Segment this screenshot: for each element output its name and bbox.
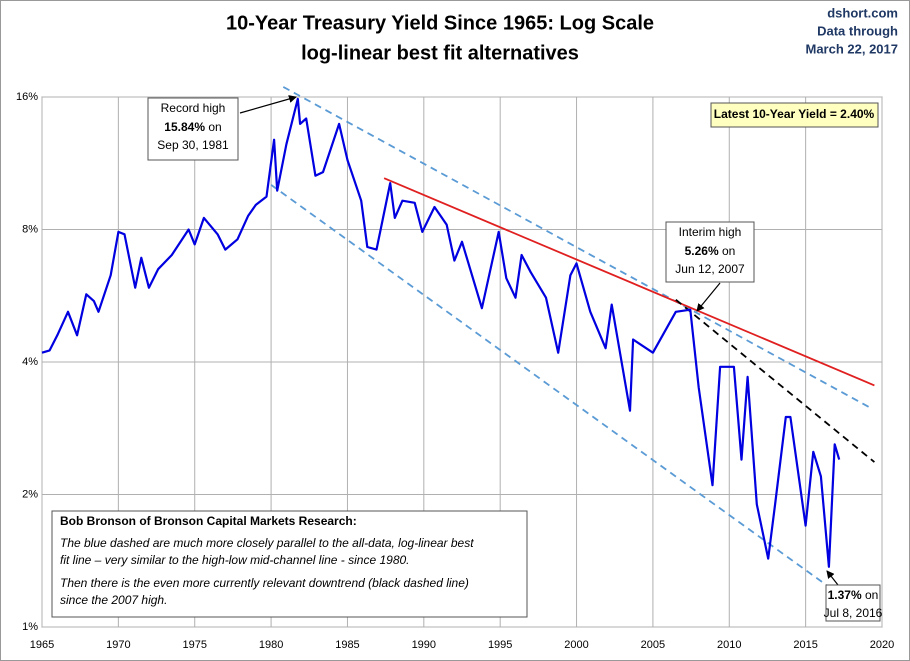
- x-tick-label: 2020: [870, 639, 894, 651]
- annotation-arrow: [826, 570, 839, 586]
- latest-label: Latest 10-Year Yield = 2.40%: [714, 107, 875, 121]
- annotation-box: [825, 584, 881, 622]
- y-tick-label: 8%: [22, 223, 38, 235]
- x-tick-label: 2015: [793, 639, 817, 651]
- chart-subtitle: log-linear best fit alternatives: [301, 42, 579, 64]
- latest-box: [710, 102, 879, 128]
- x-tick-label: 2000: [564, 639, 588, 651]
- trend-line: [282, 86, 872, 410]
- trend-line: [675, 299, 875, 463]
- annotation-box: [665, 221, 755, 283]
- source: March 22, 2017: [805, 41, 898, 56]
- source: Data through: [817, 23, 898, 38]
- annotation-text: Record high: [161, 101, 226, 115]
- source: dshort.com: [827, 5, 898, 20]
- annotation-text: 5.26% on: [685, 244, 736, 258]
- y-tick-label: 1%: [22, 621, 38, 633]
- annotation-arrow: [696, 282, 721, 312]
- note-heading: Bob Bronson of Bronson Capital Markets R…: [60, 514, 357, 528]
- y-tick-label: 2%: [22, 488, 38, 500]
- data-line: [41, 97, 841, 568]
- y-tick-label: 4%: [22, 356, 38, 368]
- annotation-text: on: [722, 244, 735, 258]
- annotation-text: 1.37% on: [828, 588, 879, 602]
- annotation-text: Jun 12, 2007: [675, 262, 745, 276]
- annotation-box: [147, 97, 239, 161]
- annotation-arrow: [239, 95, 297, 114]
- x-tick-label: 1975: [182, 639, 206, 651]
- x-tick-label: 1970: [106, 639, 130, 651]
- y-tick-label: 16%: [16, 91, 38, 103]
- annotation-text: on: [208, 120, 221, 134]
- x-tick-label: 2005: [641, 639, 665, 651]
- annotation-text: Jul 8, 2016: [824, 606, 883, 620]
- annotation-text: Sep 30, 1981: [157, 138, 229, 152]
- note-text: since the 2007 high.: [60, 593, 167, 607]
- note-text: Then there is the even more currently re…: [60, 576, 469, 590]
- x-tick-label: 1980: [259, 639, 283, 651]
- annotation-text: 15.84% on: [164, 120, 221, 134]
- annotation-text: Interim high: [679, 225, 742, 239]
- note-text: The blue dashed are much more closely pa…: [60, 536, 474, 550]
- chart-title: 10-Year Treasury Yield Since 1965: Log S…: [226, 12, 654, 34]
- x-tick-label: 1990: [412, 639, 436, 651]
- x-tick-label: 1985: [335, 639, 359, 651]
- x-tick-label: 1965: [30, 639, 54, 651]
- x-tick-label: 1995: [488, 639, 512, 651]
- annotation-text: on: [865, 588, 878, 602]
- note-box: [51, 510, 528, 618]
- annotation-value: 5.26%: [685, 244, 719, 258]
- annotation-value: 15.84%: [164, 120, 205, 134]
- x-tick-label: 2010: [717, 639, 741, 651]
- trend-line: [383, 177, 875, 387]
- annotation-value: 1.37%: [828, 588, 862, 602]
- note-text: fit line – very similar to the high-low …: [60, 553, 410, 567]
